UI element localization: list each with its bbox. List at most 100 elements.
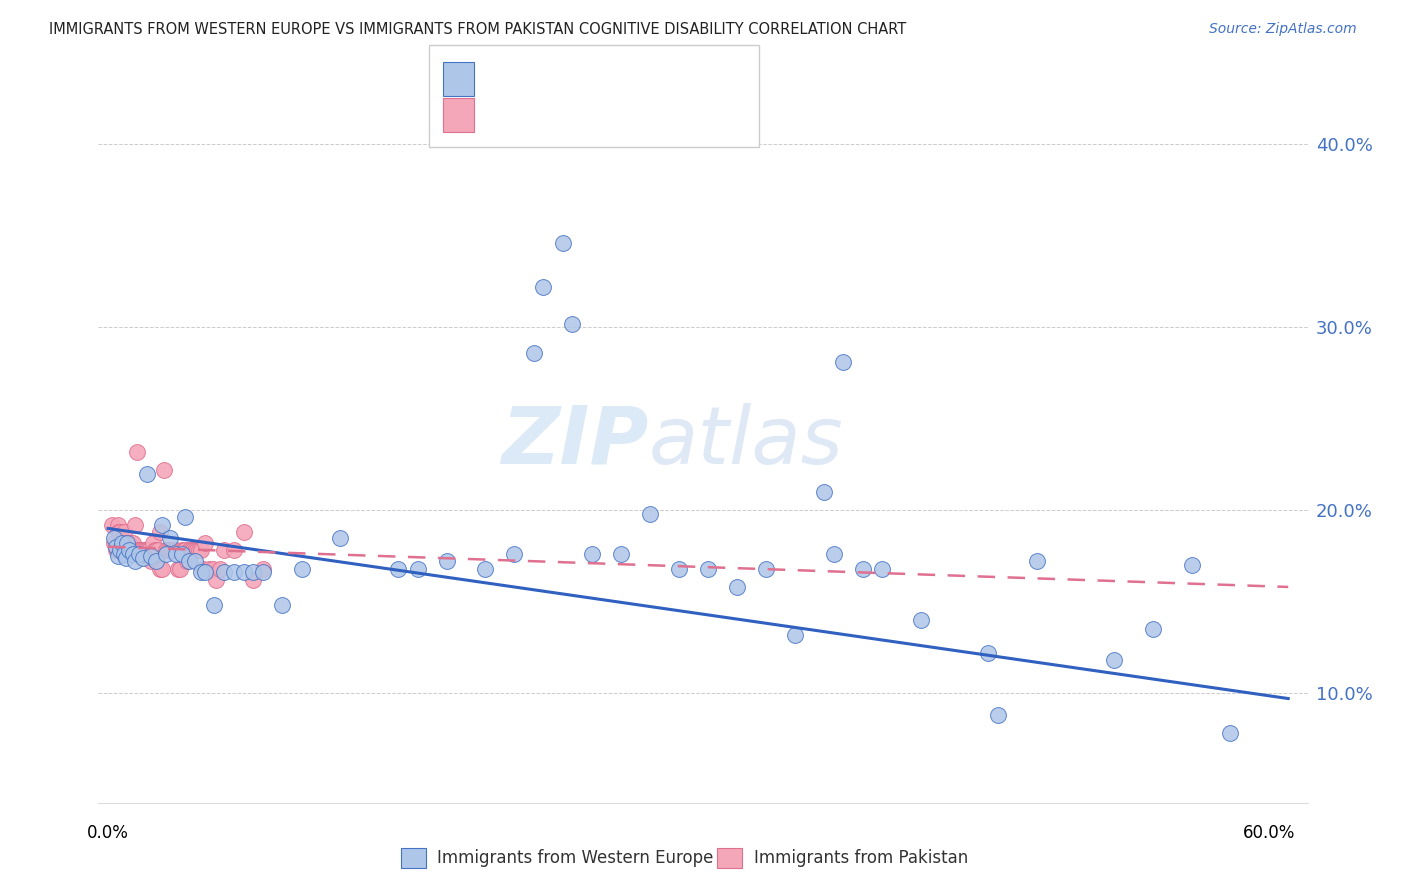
Point	[194, 536, 217, 550]
Point	[1102, 653, 1125, 667]
Point	[977, 646, 1000, 660]
Point	[120, 543, 142, 558]
Point	[122, 547, 145, 561]
Point	[107, 525, 129, 540]
Point	[1219, 726, 1241, 740]
Point	[222, 566, 245, 580]
Point	[170, 547, 193, 561]
Point	[232, 525, 254, 540]
Point	[209, 562, 232, 576]
Point	[122, 543, 145, 558]
Point	[150, 517, 173, 532]
Point	[551, 236, 574, 251]
Point	[1180, 558, 1202, 572]
Point	[191, 562, 214, 576]
Text: N =: N =	[589, 106, 637, 124]
Point	[252, 566, 274, 580]
Point	[117, 543, 139, 558]
Text: Immigrants from Pakistan: Immigrants from Pakistan	[754, 849, 967, 867]
Point	[149, 525, 172, 540]
Point	[173, 543, 195, 558]
Point	[135, 543, 157, 558]
Point	[212, 543, 235, 558]
Point	[111, 543, 134, 558]
Point	[166, 562, 188, 576]
Point	[832, 355, 855, 369]
Point	[124, 554, 146, 568]
Point	[910, 613, 932, 627]
Point	[181, 543, 204, 558]
Point	[114, 550, 136, 565]
Point	[145, 543, 167, 558]
Point	[128, 547, 150, 561]
Point	[103, 536, 125, 550]
Point	[1025, 554, 1047, 568]
Point	[155, 543, 177, 558]
Point	[117, 536, 139, 550]
Point	[610, 547, 633, 561]
Point	[159, 543, 181, 558]
Point	[118, 543, 141, 558]
Point	[179, 554, 201, 568]
Point	[725, 580, 748, 594]
Point	[148, 543, 170, 558]
Point	[118, 536, 141, 550]
Point	[132, 543, 155, 558]
Point	[783, 627, 806, 641]
Point	[112, 543, 135, 558]
Point	[101, 517, 124, 532]
Point	[190, 543, 212, 558]
Point	[138, 543, 160, 558]
Point	[290, 562, 312, 576]
Point	[150, 562, 173, 576]
Point	[112, 525, 135, 540]
Point	[987, 708, 1010, 723]
Point	[523, 346, 546, 360]
Point	[188, 543, 211, 558]
Point	[169, 562, 191, 576]
Point	[176, 554, 198, 568]
Point	[160, 543, 183, 558]
Point	[638, 507, 661, 521]
Point	[165, 543, 187, 558]
Point	[170, 543, 193, 558]
Point	[108, 525, 131, 540]
Point	[174, 543, 197, 558]
Point	[180, 543, 202, 558]
Point	[212, 566, 235, 580]
Point	[852, 562, 875, 576]
Point	[823, 547, 845, 561]
Point	[132, 550, 155, 565]
Text: atlas: atlas	[648, 402, 844, 481]
Point	[117, 536, 139, 550]
Point	[696, 562, 718, 576]
Point	[129, 543, 152, 558]
Point	[157, 543, 180, 558]
Point	[186, 543, 208, 558]
Point	[406, 562, 429, 576]
Point	[114, 543, 136, 558]
Point	[122, 536, 145, 550]
Point	[194, 566, 217, 580]
Text: IMMIGRANTS FROM WESTERN EUROPE VS IMMIGRANTS FROM PAKISTAN COGNITIVE DISABILITY : IMMIGRANTS FROM WESTERN EUROPE VS IMMIGR…	[49, 22, 907, 37]
Point	[139, 554, 162, 568]
Point	[139, 549, 162, 563]
Point	[242, 566, 264, 580]
Point	[145, 554, 167, 568]
Point	[135, 467, 157, 481]
Text: Source: ZipAtlas.com: Source: ZipAtlas.com	[1209, 22, 1357, 37]
Point	[127, 543, 149, 558]
Point	[111, 536, 134, 550]
Point	[120, 536, 142, 550]
Point	[127, 444, 149, 458]
Text: ZIP: ZIP	[501, 402, 648, 481]
Text: R =: R =	[488, 106, 524, 124]
Point	[165, 547, 187, 561]
Point	[184, 554, 207, 568]
Point	[870, 562, 893, 576]
Point	[204, 599, 226, 613]
Point	[174, 510, 197, 524]
Point	[142, 536, 165, 550]
Point	[128, 543, 150, 558]
Point	[104, 540, 127, 554]
